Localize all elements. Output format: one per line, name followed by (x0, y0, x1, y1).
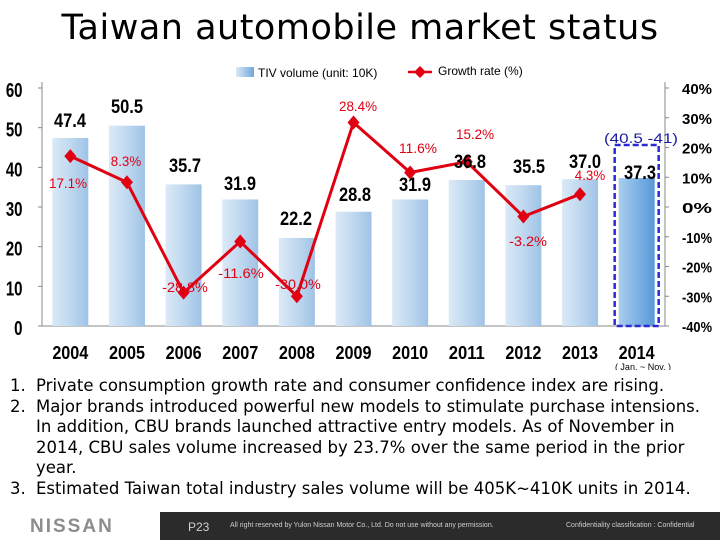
confidentiality-text: Confidentiality classification : Confide… (566, 522, 695, 529)
right-tick-label: -40% (682, 319, 712, 336)
x-tick-label: 2010 (392, 343, 428, 363)
left-tick-label: 0 (14, 317, 22, 340)
legend-bar-label: TIV volume (unit: 10K) (258, 66, 377, 80)
x-tick-label: 2009 (336, 343, 372, 363)
footer (0, 512, 720, 540)
bullet-item: 2. Major brands introduced powerful new m… (8, 397, 718, 479)
left-tick-label: 50 (6, 119, 23, 142)
x-tick-label: 2007 (222, 343, 258, 363)
bar-value-label: 35.5 (513, 157, 545, 178)
growth-value-label: 15.2% (456, 126, 494, 142)
bar (335, 211, 372, 326)
bar (562, 179, 599, 326)
legend-line-marker (414, 66, 426, 78)
x-tick-label: 2014 (619, 343, 655, 363)
bar (52, 137, 89, 326)
right-tick-label: -30% (682, 289, 712, 306)
bar (448, 180, 485, 326)
right-tick-label: 20% (682, 141, 712, 158)
page-title: Taiwan automobile market status (61, 8, 659, 48)
right-tick-label: 10% (682, 170, 712, 187)
chart: 0 10 20 30 40 50 60 -40% -30% -20% -10% 0% 10% 20% 30%… (6, 64, 712, 370)
growth-value-label: 17.1% (49, 175, 87, 191)
growth-value-label: 8.3% (111, 153, 141, 169)
x-tick-label: 2012 (505, 343, 541, 363)
growth-value-label: -11.6% (218, 265, 264, 281)
growth-marker (120, 175, 133, 190)
bar-value-label: 37.3 (624, 163, 656, 184)
bar (505, 185, 542, 326)
bullet-number: 2. (10, 396, 26, 416)
annotation-label: (40.5 -41) (604, 130, 678, 146)
copyright-text: All right reserved by Yulon Nissan Motor… (230, 522, 494, 529)
bar (165, 184, 202, 326)
x-tick-label: 2005 (109, 343, 145, 363)
bar-value-label: 31.9 (399, 175, 431, 196)
growth-marker (177, 285, 190, 300)
bar (618, 178, 655, 326)
growth-value-label: 4.3% (575, 167, 605, 183)
legend-bar-swatch (236, 67, 254, 77)
left-tick-label: 60 (6, 79, 23, 102)
bar (222, 199, 259, 326)
bar (108, 125, 145, 326)
growth-value-label: -3.2% (509, 233, 547, 249)
bar-value-label: 36.8 (454, 152, 486, 173)
growth-marker (460, 154, 473, 169)
left-tick-label: 10 (6, 277, 23, 300)
bullet-list: 1. Private consumption growth rate and co… (8, 376, 718, 499)
bullet-text: Private consumption growth rate and cons… (36, 376, 665, 395)
bullet-text: Estimated Taiwan total industry sales vo… (36, 478, 691, 498)
bar-value-label: 37.0 (569, 152, 601, 173)
growth-marker (347, 115, 360, 130)
left-tick-label: 30 (6, 198, 23, 221)
bullet-number: 1. (10, 376, 26, 395)
growth-line (69, 119, 581, 299)
left-tick-label: 40 (6, 158, 23, 181)
bar-value-label: 31.9 (224, 174, 256, 195)
x-tick-label: 2011 (449, 343, 485, 363)
right-tick-label: -20% (682, 260, 712, 277)
growth-value-label: 11.6% (399, 140, 437, 156)
bar-value-label: 47.4 (54, 111, 86, 132)
page-number: P23 (188, 520, 210, 534)
bar-value-label: 28.8 (339, 185, 371, 206)
growth-marker (234, 234, 247, 249)
bullet-item: 3. Estimated Taiwan total industry sales … (8, 479, 718, 500)
bar (278, 237, 315, 326)
bar-value-label: 22.2 (280, 209, 312, 230)
growth-marker (64, 149, 77, 164)
growth-value-label: -30.0% (275, 276, 321, 292)
left-tick-label: 20 (6, 238, 23, 261)
growth-marker (290, 289, 303, 304)
growth-marker (517, 209, 530, 224)
bar-value-label: 35.7 (169, 156, 201, 177)
x-note: ( Jan. ~ Nov. ) (615, 362, 671, 370)
right-tick-label: 30% (682, 111, 712, 128)
x-tick-label: 2008 (279, 343, 315, 363)
growth-marker (404, 165, 417, 180)
bullet-text: Major brands introduced powerful new mod… (36, 396, 700, 478)
bullet-item: 1. Private consumption growth rate and co… (8, 376, 718, 397)
right-tick-label: 0% (682, 200, 712, 217)
bullet-number: 3. (10, 478, 26, 498)
legend-line-label: Growth rate (%) (438, 64, 523, 78)
right-tick-label: 40% (682, 81, 712, 98)
growth-value-label: 28.4% (339, 98, 377, 114)
growth-value-label: -28.8% (162, 279, 208, 295)
bar-value-label: 50.5 (111, 97, 143, 118)
bar (392, 199, 429, 326)
x-tick-label: 2013 (562, 343, 598, 363)
highlight-box (613, 143, 660, 328)
footer-bar (160, 512, 720, 540)
right-tick-label: -10% (682, 230, 712, 247)
growth-marker (574, 187, 587, 202)
x-tick-label: 2004 (52, 343, 88, 363)
nissan-logo: NISSAN (30, 516, 114, 537)
x-tick-label: 2006 (166, 343, 202, 363)
